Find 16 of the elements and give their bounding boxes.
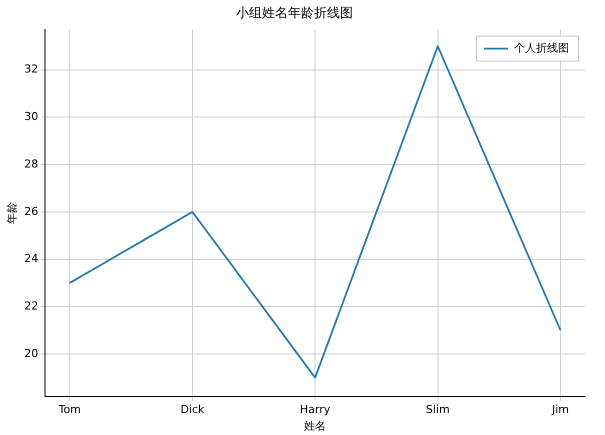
y-tick-label: 24 <box>24 252 38 266</box>
x-tick-label: Dick <box>180 403 206 416</box>
y-tick-label: 22 <box>24 299 38 312</box>
y-tick-label: 20 <box>24 346 38 360</box>
chart-title: 小组姓名年龄折线图 <box>236 6 353 22</box>
y-tick-label: 30 <box>24 110 38 124</box>
y-tick-label: 28 <box>24 157 38 170</box>
x-tick-label: Slim <box>426 403 450 416</box>
x-tick-label: Harry <box>300 403 331 416</box>
x-tick-label: Tom <box>58 403 81 416</box>
x-axis-title: 姓名 <box>304 419 326 432</box>
y-tick-label: 32 <box>24 62 38 76</box>
x-tick-label: Jim <box>550 403 569 416</box>
y-tick-label: 26 <box>24 204 38 218</box>
legend-label: 个人折线图 <box>514 41 569 54</box>
y-axis-title: 年龄 <box>5 202 18 224</box>
